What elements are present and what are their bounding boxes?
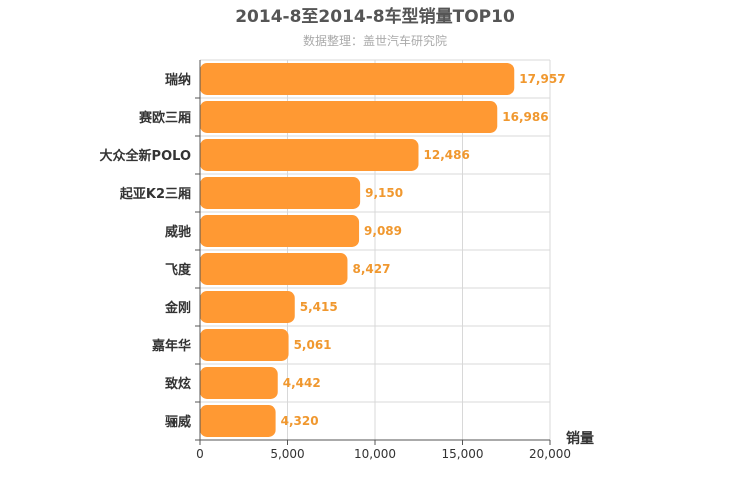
bar-value-label: 4,442 — [283, 376, 321, 390]
chart-subtitle: 数据整理：盖世汽车研究院 — [303, 33, 447, 48]
category-label: 金刚 — [164, 300, 191, 316]
bar[interactable] — [200, 329, 289, 361]
x-tick-label: 15,000 — [442, 447, 484, 461]
bar-value-label: 12,486 — [424, 148, 470, 162]
x-axis-title: 销量 — [566, 430, 594, 447]
grid-lines — [200, 59, 551, 441]
category-label: 骊威 — [165, 414, 191, 430]
x-tick-label: 10,000 — [354, 447, 396, 461]
bar[interactable] — [200, 139, 419, 171]
x-tick-label: 20,000 — [529, 447, 571, 461]
category-label: 飞度 — [165, 262, 192, 278]
bar[interactable] — [200, 405, 276, 437]
category-label: 赛欧三厢 — [138, 110, 191, 126]
bar[interactable] — [200, 63, 515, 95]
category-label: 起亚K2三厢 — [119, 186, 191, 202]
bar-value-label: 4,320 — [281, 414, 319, 428]
category-label: 大众全新POLO — [100, 148, 191, 164]
bar-value-label: 9,089 — [364, 224, 402, 238]
bar-value-label: 5,415 — [300, 300, 338, 314]
category-label: 瑞纳 — [165, 72, 191, 88]
bar[interactable] — [200, 367, 278, 399]
bar[interactable] — [200, 101, 498, 133]
chart-title: 2014-8至2014-8车型销量TOP10 — [235, 6, 515, 27]
bar-value-label: 9,150 — [365, 186, 403, 200]
bar[interactable] — [200, 253, 348, 285]
value-labels: 17,957 16,986 12,486 9,150 9,089 8,427 5,415 5,… — [281, 72, 566, 428]
bar-value-label: 8,427 — [352, 262, 390, 276]
bar-value-label: 17,957 — [519, 72, 565, 86]
category-label: 威驰 — [165, 224, 191, 240]
bar[interactable] — [200, 215, 360, 247]
category-label: 致炫 — [165, 376, 191, 392]
bar-value-label: 16,986 — [502, 110, 548, 124]
bar[interactable] — [200, 291, 295, 323]
axes: 0 5,000 10,000 15,000 20,000 — [195, 60, 571, 461]
bars — [200, 63, 515, 437]
category-label: 嘉年华 — [151, 338, 191, 354]
bar[interactable] — [200, 177, 361, 209]
x-tick-label: 5,000 — [270, 447, 304, 461]
x-tick-label: 0 — [196, 447, 204, 461]
bar-value-label: 5,061 — [294, 338, 332, 352]
